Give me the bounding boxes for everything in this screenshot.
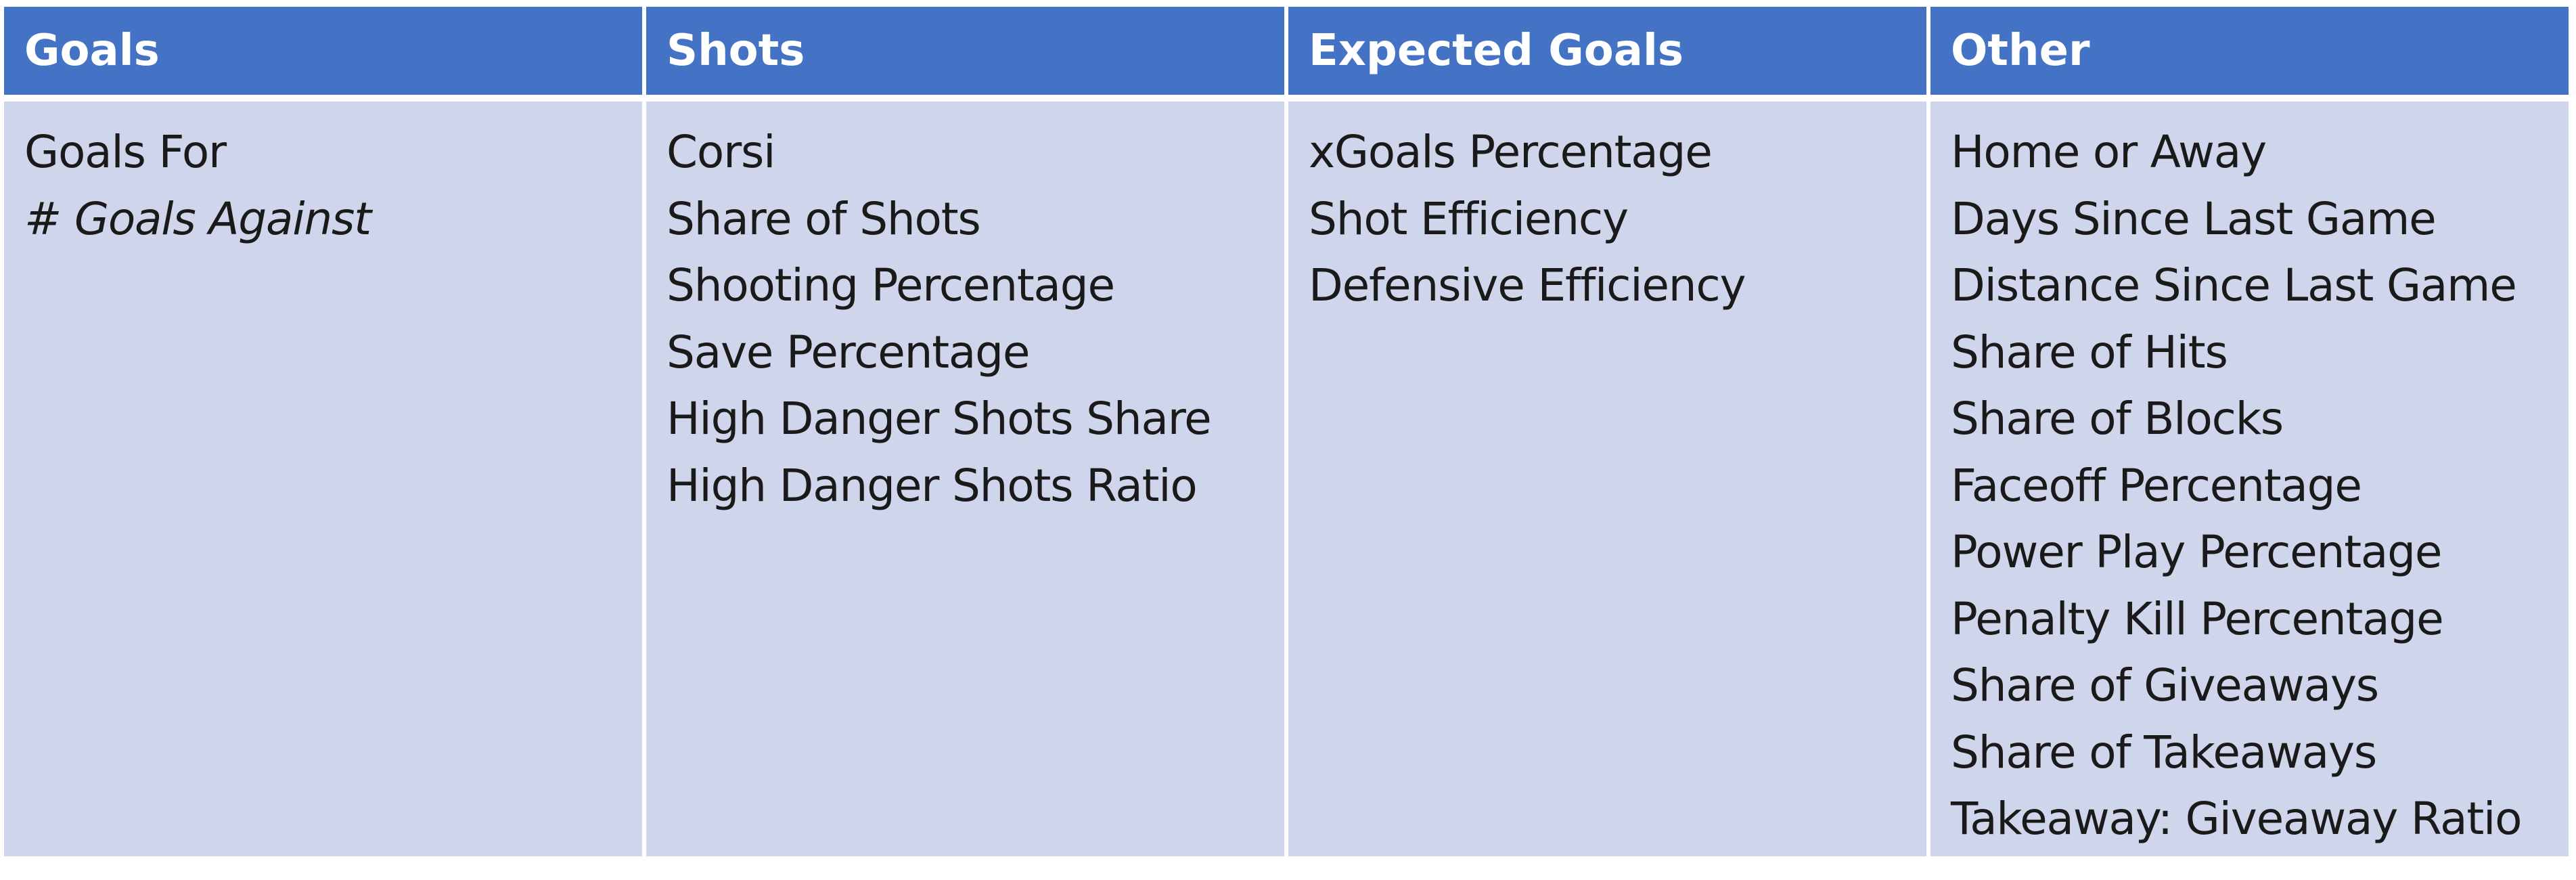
list-item: Shot Efficiency xyxy=(1309,192,1629,245)
list-item: Takeaway: Giveaway Ratio xyxy=(1951,793,2523,845)
column-header-expected-goals: Expected Goals xyxy=(1288,7,1926,95)
list-item: Faceoff Percentage xyxy=(1951,459,2362,512)
list-item: High Danger Shots Share xyxy=(666,393,1212,445)
list-item: Share of Hits xyxy=(1951,326,2228,378)
list-item: Days Since Last Game xyxy=(1951,192,2437,245)
list-item: # Goals Against xyxy=(24,192,371,245)
list-item: Save Percentage xyxy=(666,326,1030,378)
list-item: Share of Blocks xyxy=(1951,393,2284,445)
list-item: Share of Giveaways xyxy=(1951,659,2379,711)
list-item: Home or Away xyxy=(1951,126,2267,178)
list-item: Defensive Efficiency xyxy=(1309,259,1746,311)
column-body-other: Home or Away Days Since Last Game Distance… xyxy=(1930,102,2569,856)
list-item: Corsi xyxy=(666,126,776,178)
list-item: Share of Shots xyxy=(666,192,981,245)
feature-table: Goals Shots Expected Goals Other Goals For # … xyxy=(4,7,2571,856)
column-body-goals: Goals For # Goals Against xyxy=(4,102,642,856)
column-header-goals: Goals xyxy=(4,7,642,95)
list-item: Share of Takeaways xyxy=(1951,726,2377,778)
list-item: Shooting Percentage xyxy=(666,259,1115,311)
column-header-shots: Shots xyxy=(646,7,1284,95)
column-header-other: Other xyxy=(1930,7,2569,95)
column-body-expected-goals: xGoals Percentage Shot Efficiency Defensiv… xyxy=(1288,102,1926,856)
list-item: Goals For xyxy=(24,126,227,178)
list-item: Penalty Kill Percentage xyxy=(1951,592,2444,645)
list-item: Power Play Percentage xyxy=(1951,526,2442,578)
column-body-shots: Corsi Share of Shots Shooting Percentage Sa… xyxy=(646,102,1284,856)
list-item: xGoals Percentage xyxy=(1309,126,1713,178)
list-item: High Danger Shots Ratio xyxy=(666,459,1198,512)
list-item: Distance Since Last Game xyxy=(1951,259,2517,311)
